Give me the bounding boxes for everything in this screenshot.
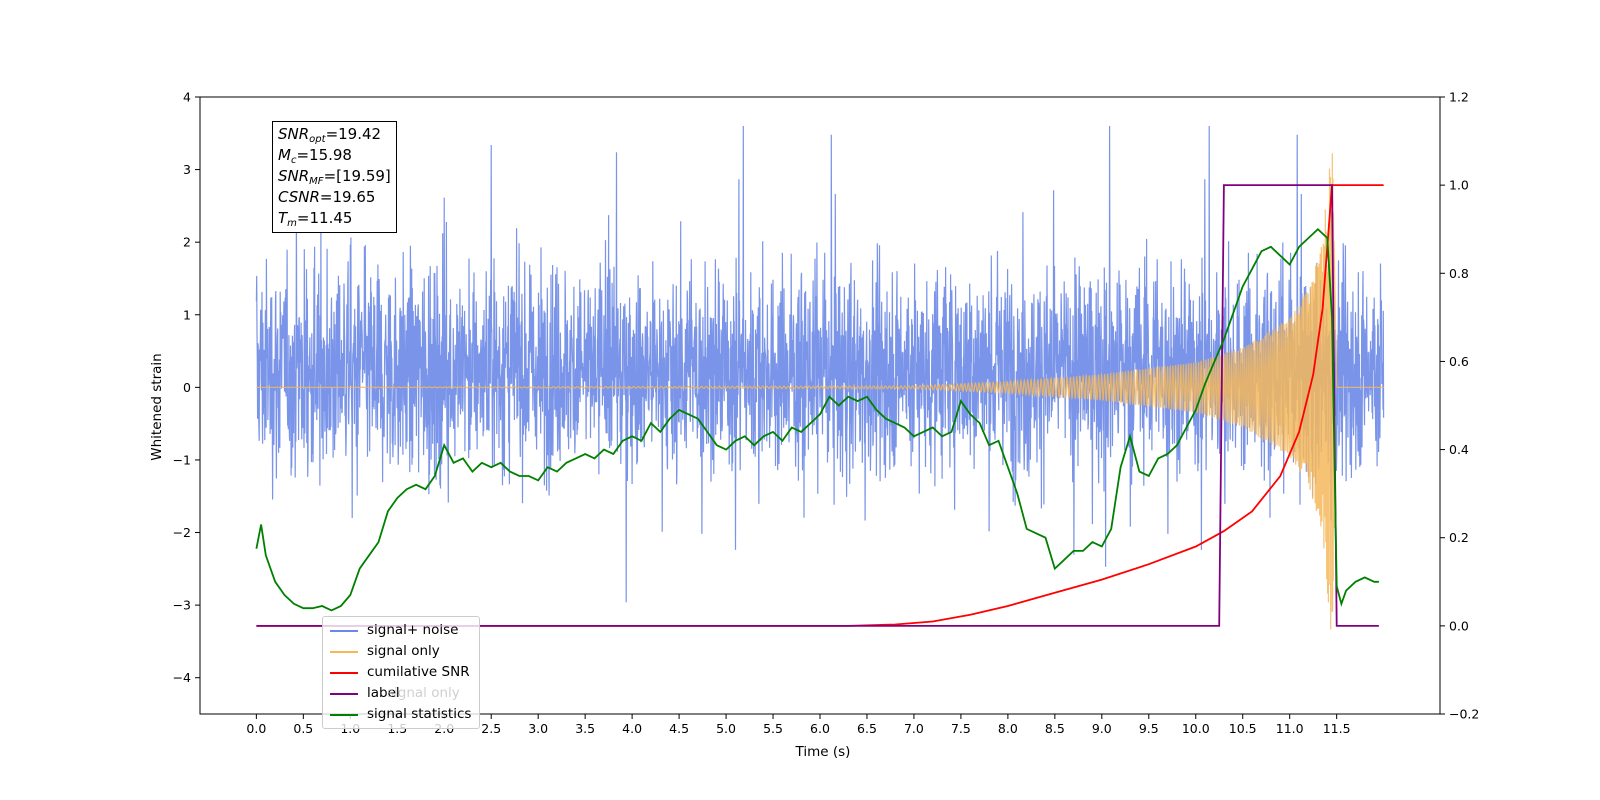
x-tick-label: 10.0 bbox=[1182, 721, 1210, 736]
y2-tick-label: 1.2 bbox=[1449, 90, 1469, 105]
y2-tick-label: 0.2 bbox=[1449, 530, 1469, 545]
y2-tick-label: 0.8 bbox=[1449, 266, 1469, 281]
snr-opt-value: =19.42 bbox=[325, 125, 382, 143]
x-tick-label: 8.0 bbox=[998, 721, 1018, 736]
metrics-annotation-box: SNRopt=19.42 Mc=15.98 SNRMF=[19.59] CSNR… bbox=[272, 121, 397, 233]
x-tick-label: 9.0 bbox=[1092, 721, 1112, 736]
legend-swatch bbox=[330, 693, 358, 695]
csnr-value: =19.65 bbox=[319, 188, 376, 206]
y2-tick-label: 0.0 bbox=[1449, 618, 1469, 633]
y-tick-label: 4 bbox=[183, 90, 191, 105]
x-tick-label: 0.0 bbox=[246, 721, 266, 736]
legend: signal+ noise signal only cumilative SNR… bbox=[322, 616, 480, 729]
legend-item-label: label signal only bbox=[323, 683, 479, 704]
series-cumulative-snr bbox=[256, 184, 1384, 627]
x-tick-label: 2.5 bbox=[481, 721, 501, 736]
x-tick-label: 5.5 bbox=[763, 721, 783, 736]
x-tick-label: 9.5 bbox=[1139, 721, 1159, 736]
y2-tick-label: 1.0 bbox=[1449, 178, 1469, 193]
legend-swatch bbox=[330, 714, 358, 716]
x-tick-label: 7.0 bbox=[904, 721, 924, 736]
y-tick-label: 0 bbox=[183, 380, 191, 395]
x-tick-label: 4.0 bbox=[622, 721, 642, 736]
x-tick-label: 11.5 bbox=[1323, 721, 1351, 736]
legend-swatch bbox=[330, 651, 358, 653]
y-tick-label: −1 bbox=[173, 452, 191, 467]
y-tick-label: 1 bbox=[183, 307, 191, 322]
snr-opt-line: SNRopt=19.42 bbox=[278, 125, 382, 145]
x-axis-label: Time (s) bbox=[795, 744, 851, 760]
x-tick-label: 0.5 bbox=[293, 721, 313, 736]
y-tick-label: −2 bbox=[173, 525, 191, 540]
x-tick-label: 6.5 bbox=[857, 721, 877, 736]
y2-tick-label: 0.4 bbox=[1449, 442, 1469, 457]
legend-item-signal-statistics: signal statistics bbox=[323, 704, 479, 725]
y-axis-label: Whitened strain bbox=[149, 353, 165, 460]
series-layer bbox=[255, 125, 1385, 630]
x-tick-label: 7.5 bbox=[951, 721, 971, 736]
x-tick-label: 8.5 bbox=[1045, 721, 1065, 736]
x-tick-label: 5.0 bbox=[716, 721, 736, 736]
y-tick-label: 3 bbox=[183, 162, 191, 177]
mc-value: =15.98 bbox=[296, 146, 352, 164]
legend-item-signal-noise: signal+ noise bbox=[323, 620, 479, 641]
axes-layer: 0.00.51.01.52.02.53.03.54.04.55.05.56.06… bbox=[173, 90, 1480, 737]
y-tick-label: 2 bbox=[183, 235, 191, 250]
csnr-line: CSNR=19.65 bbox=[278, 188, 376, 206]
x-tick-label: 6.0 bbox=[810, 721, 830, 736]
legend-swatch bbox=[330, 630, 358, 632]
series-label bbox=[256, 184, 1379, 627]
snr-mf-line: SNRMF=[19.59] bbox=[278, 167, 391, 187]
tm-line: Tm=11.45 bbox=[278, 209, 353, 229]
tm-value: =11.45 bbox=[296, 209, 353, 227]
y2-tick-label: 0.6 bbox=[1449, 354, 1469, 369]
x-tick-label: 10.5 bbox=[1229, 721, 1257, 736]
x-tick-label: 4.5 bbox=[669, 721, 689, 736]
x-tick-label: 11.0 bbox=[1276, 721, 1304, 736]
legend-label: label bbox=[367, 685, 400, 701]
legend-swatch bbox=[330, 672, 358, 674]
y-tick-label: −4 bbox=[173, 670, 191, 685]
legend-label: signal+ noise bbox=[367, 622, 459, 638]
legend-label: cumilative SNR bbox=[367, 664, 470, 680]
snr-mf-value: =[19.59] bbox=[323, 167, 391, 185]
x-tick-label: 3.5 bbox=[575, 721, 595, 736]
legend-item-cumulative-snr: cumilative SNR bbox=[323, 662, 479, 683]
y2-tick-label: −0.2 bbox=[1449, 707, 1479, 722]
mc-line: Mc=15.98 bbox=[278, 146, 352, 166]
legend-label: signal statistics bbox=[367, 706, 472, 722]
series-signal-statistics bbox=[255, 227, 1379, 612]
series-signal-only bbox=[256, 153, 1384, 630]
legend-obscured-text: signal only bbox=[387, 685, 460, 701]
legend-label: signal only bbox=[367, 643, 440, 659]
y-tick-label: −3 bbox=[173, 598, 191, 613]
legend-item-signal-only: signal only bbox=[323, 641, 479, 662]
x-tick-label: 3.0 bbox=[528, 721, 548, 736]
